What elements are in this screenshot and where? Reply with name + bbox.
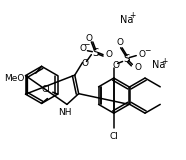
Text: O: O (135, 63, 142, 72)
Text: −: − (83, 40, 90, 49)
Text: S: S (92, 48, 99, 58)
Text: Na: Na (120, 15, 133, 24)
Text: O: O (139, 50, 146, 59)
Text: NH: NH (58, 108, 72, 117)
Text: Na: Na (152, 60, 165, 70)
Text: O: O (81, 59, 88, 68)
Text: O: O (105, 50, 112, 59)
Text: +: + (161, 57, 168, 66)
Text: O: O (79, 44, 86, 53)
Text: MeO: MeO (4, 74, 24, 83)
Text: O: O (112, 61, 119, 70)
Text: O: O (86, 34, 93, 43)
Text: +: + (129, 11, 136, 20)
Text: −: − (144, 46, 150, 55)
Text: O: O (116, 38, 123, 47)
Text: S: S (123, 54, 130, 64)
Text: Cl: Cl (109, 132, 118, 141)
Text: Cl: Cl (41, 85, 50, 94)
